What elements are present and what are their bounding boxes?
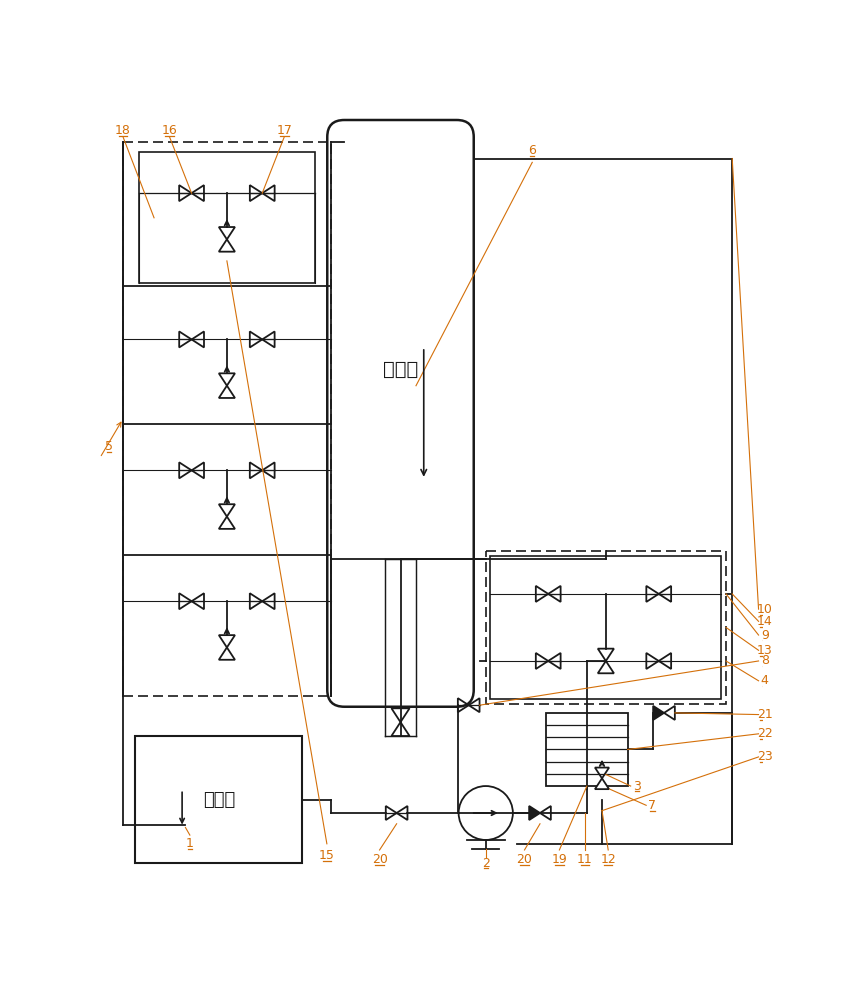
Polygon shape <box>219 239 235 252</box>
Text: 17: 17 <box>276 124 293 137</box>
Text: 5: 5 <box>105 440 113 453</box>
Text: 22: 22 <box>757 727 773 740</box>
Text: 3: 3 <box>633 780 641 793</box>
Text: 19: 19 <box>551 853 567 866</box>
Text: 10: 10 <box>756 603 773 616</box>
Bar <box>123 142 331 696</box>
Text: 7: 7 <box>649 799 656 812</box>
Polygon shape <box>598 661 614 673</box>
Text: 14: 14 <box>757 615 773 628</box>
Text: 20: 20 <box>516 853 533 866</box>
Bar <box>490 556 722 699</box>
Text: 萃取塔: 萃取塔 <box>383 360 418 379</box>
Bar <box>136 736 302 863</box>
Text: 23: 23 <box>757 750 773 763</box>
Text: 8: 8 <box>761 654 769 667</box>
Text: 6: 6 <box>528 144 536 157</box>
Text: 11: 11 <box>577 853 593 866</box>
Text: 13: 13 <box>757 644 773 657</box>
Polygon shape <box>653 706 664 720</box>
Text: 2: 2 <box>482 857 489 870</box>
Text: 12: 12 <box>600 853 616 866</box>
Text: 16: 16 <box>162 124 177 137</box>
Text: 清洗槽: 清洗槽 <box>203 791 235 809</box>
Bar <box>546 713 628 786</box>
Text: 4: 4 <box>761 674 768 687</box>
Text: 15: 15 <box>319 849 335 862</box>
Polygon shape <box>219 517 235 529</box>
Text: 21: 21 <box>757 708 773 721</box>
Polygon shape <box>595 778 609 789</box>
Text: 18: 18 <box>115 124 131 137</box>
Text: 9: 9 <box>761 629 768 642</box>
Text: 1: 1 <box>186 837 194 850</box>
Polygon shape <box>219 647 235 660</box>
Bar <box>138 152 315 283</box>
Polygon shape <box>529 806 540 820</box>
Polygon shape <box>392 722 410 736</box>
Polygon shape <box>219 386 235 398</box>
Bar <box>486 551 726 704</box>
Text: 20: 20 <box>371 853 388 866</box>
